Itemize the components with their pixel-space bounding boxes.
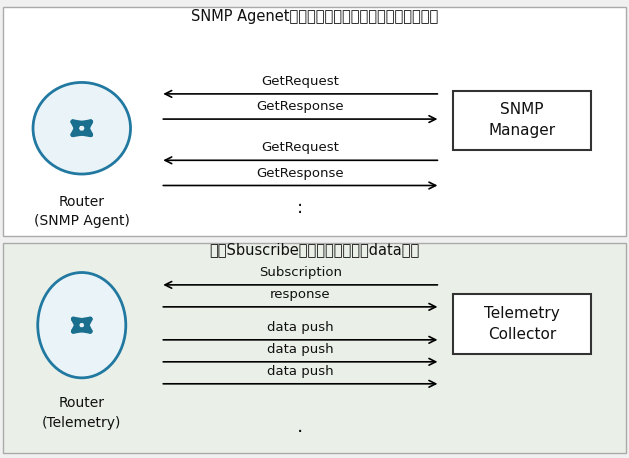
Text: 一度Sbuscribeした後は定期的にdata送信: 一度Sbuscribeした後は定期的にdata送信 (209, 242, 420, 257)
Bar (3, 243, 626, 453)
Bar (453, 91, 591, 150)
Text: data push: data push (267, 343, 333, 356)
Text: response: response (270, 288, 331, 301)
Text: .: . (298, 417, 303, 436)
Text: :: : (298, 199, 303, 218)
Text: GetRequest: GetRequest (262, 142, 339, 154)
Text: GetResponse: GetResponse (257, 167, 344, 180)
Text: (SNMP Agent): (SNMP Agent) (34, 214, 130, 229)
Text: GetRequest: GetRequest (262, 75, 339, 88)
Text: data push: data push (267, 365, 333, 378)
Text: Router: Router (58, 195, 105, 209)
Text: data push: data push (267, 321, 333, 334)
Text: Router: Router (58, 396, 105, 410)
Text: (Telemetry): (Telemetry) (42, 416, 121, 430)
Text: Telemetry
Collector: Telemetry Collector (484, 306, 560, 342)
Ellipse shape (33, 82, 131, 174)
Text: GetResponse: GetResponse (257, 100, 344, 113)
Bar (453, 294, 591, 354)
Ellipse shape (38, 273, 126, 378)
Text: SNMP Agenetは要求された分だけレスポンスを返す: SNMP Agenetは要求された分だけレスポンスを返す (191, 10, 438, 24)
Text: SNMP
Manager: SNMP Manager (489, 103, 555, 138)
Text: Subscription: Subscription (259, 266, 342, 279)
Bar (3, 7, 626, 236)
